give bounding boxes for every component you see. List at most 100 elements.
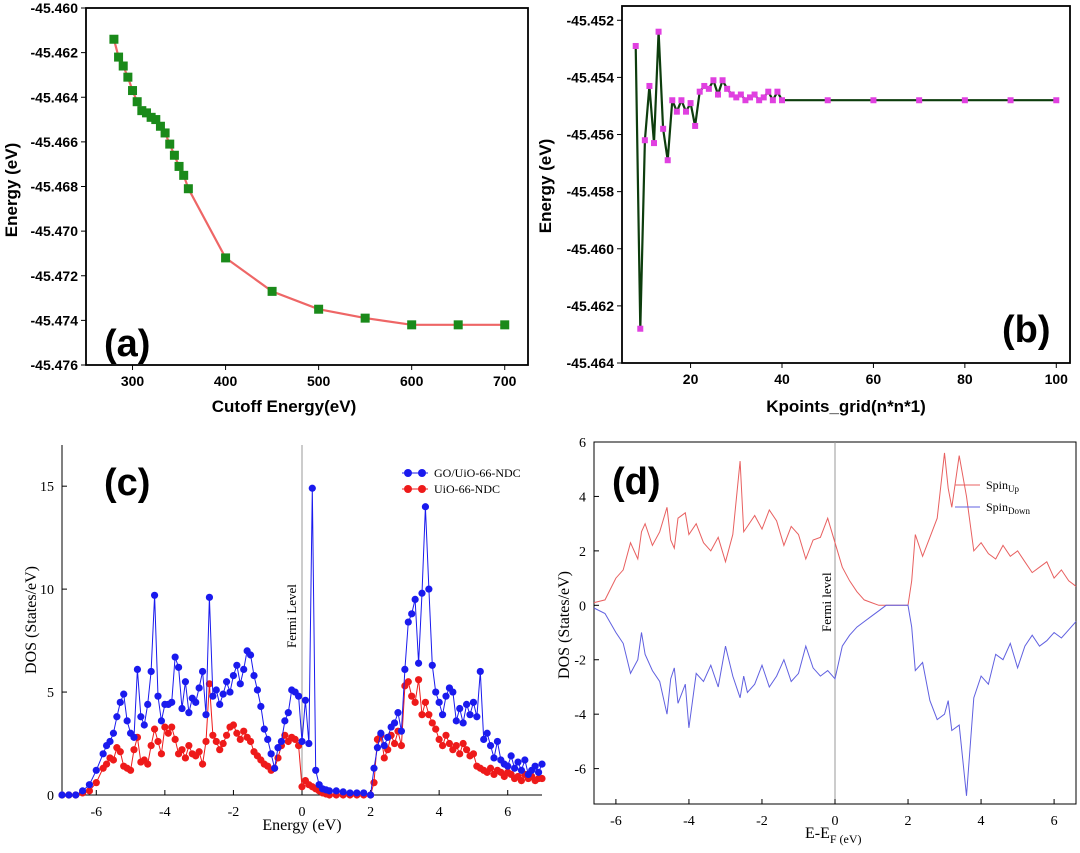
data-point-b [705, 85, 712, 92]
data-point-c-1 [459, 739, 467, 748]
data-point-b [719, 77, 726, 84]
data-point-c-0 [85, 781, 94, 789]
series-line-d-1 [593, 604, 1077, 796]
data-point-a [155, 121, 165, 131]
data-point-c-1 [109, 756, 118, 764]
data-point-c-1 [404, 678, 412, 686]
data-point-c-1 [116, 748, 124, 756]
data-point-c-1 [442, 731, 450, 739]
data-point-c-0 [298, 737, 306, 746]
x-tick-label-a: 500 [307, 373, 331, 389]
legend-label-d-0-main: Spin [986, 478, 1008, 492]
data-point-c-1 [452, 741, 460, 750]
data-point-c-0 [270, 764, 279, 772]
data-point-a [141, 108, 151, 118]
y-tick-label-b: -45.460 [567, 241, 615, 257]
data-point-c-0 [459, 719, 467, 727]
data-point-c-0 [476, 667, 484, 676]
data-point-a [500, 320, 510, 330]
data-point-b [742, 97, 749, 104]
data-point-c-1 [126, 766, 135, 774]
legend-label-d-1-sub: Down [1008, 506, 1030, 516]
data-point-b [733, 94, 740, 101]
data-point-c-0 [486, 741, 495, 750]
x-tick-label-a: 700 [493, 373, 517, 389]
x-tick-label-b: 60 [866, 371, 882, 387]
data-point-c-0 [219, 690, 227, 698]
y-tick-label-a: -45.474 [31, 312, 79, 328]
data-point-c-1 [236, 735, 244, 744]
y-axis-label-c: DOS (States/eV) [23, 566, 40, 674]
data-point-c-1 [411, 698, 419, 706]
data-point-c-1 [147, 741, 155, 750]
data-point-c-1 [209, 731, 217, 739]
data-point-c-1 [538, 774, 546, 783]
y-tick-label-d: -2 [574, 654, 586, 669]
data-point-c-0 [250, 671, 258, 680]
data-point-c-0 [195, 684, 203, 692]
data-point-c-0 [106, 737, 114, 746]
data-point-c-1 [456, 750, 464, 758]
x-tick-label-d: 2 [905, 814, 912, 829]
data-point-a [314, 304, 324, 314]
data-point-c-1 [233, 729, 241, 737]
data-point-b [961, 97, 968, 104]
data-point-c-0 [308, 484, 316, 492]
data-point-b [646, 82, 653, 89]
panel-label-a: (a) [104, 323, 150, 365]
legend-label-d-1-main: Spin [986, 500, 1008, 514]
data-point-a [137, 106, 147, 116]
data-point-c-1 [219, 739, 227, 748]
data-point-c-0 [411, 595, 419, 604]
data-point-c-1 [414, 676, 423, 684]
data-point-c-0 [490, 754, 498, 762]
data-point-c-1 [161, 723, 169, 731]
data-point-c-0 [178, 704, 186, 713]
data-point-c-0 [534, 768, 543, 776]
data-point-c-1 [216, 746, 224, 754]
legend-marker-c-0 [404, 469, 412, 477]
panel-c: Fermi Level 0 5 10 15 -6 -4 -2 0 2 4 6 GO/UiO-66-… [23, 445, 546, 834]
x-axis-label-c: Energy (eV) [262, 817, 341, 834]
data-point-a [169, 150, 179, 160]
y-tick-label-b: -45.462 [567, 298, 615, 314]
data-point-b [655, 28, 662, 35]
panel-d: Fermi level 6 4 2 0 -2 -4 -6 -6 -4 -2 0 2 4 6 SpinUp… [556, 436, 1077, 846]
legend-label-c-0: GO/UiO-66-NDC [434, 466, 521, 480]
x-tick-label-b: 80 [957, 371, 973, 387]
data-point-c-1 [212, 737, 220, 746]
y-tick-label-b: -45.456 [567, 127, 615, 143]
data-point-c-1 [168, 723, 176, 731]
data-point-c-0 [466, 711, 474, 719]
data-point-b [715, 91, 721, 98]
data-point-c-0 [432, 688, 440, 696]
data-point-c-0 [510, 764, 519, 772]
data-point-c-1 [102, 760, 111, 768]
data-point-b [724, 85, 731, 92]
data-point-c-1 [432, 725, 440, 733]
x-tick-label-c: 2 [367, 805, 374, 820]
data-point-c-0 [120, 690, 128, 698]
data-point-b [660, 125, 667, 132]
data-point-c-1 [144, 760, 152, 768]
data-point-c-1 [181, 754, 190, 762]
y-tick-label-a: -45.468 [31, 179, 79, 195]
data-point-c-0 [294, 692, 303, 700]
y-tick-label-d: 0 [579, 599, 586, 614]
data-point-c-0 [462, 700, 471, 709]
x-tick-label-a: 300 [121, 373, 145, 389]
data-point-c-0 [397, 727, 406, 735]
x-tick-label-a: 400 [214, 373, 238, 389]
data-point-c-1 [185, 741, 193, 750]
fermi-label-c: Fermi Level [284, 584, 299, 648]
data-point-c-0 [264, 735, 272, 744]
data-point-c-0 [531, 762, 539, 770]
y-tick-label-b: -45.452 [567, 12, 615, 28]
data-point-c-0 [202, 711, 210, 719]
x-tick-label-d: -4 [683, 814, 695, 829]
data-point-c-0 [212, 686, 220, 694]
data-point-b [683, 108, 689, 115]
data-point-c-0 [421, 503, 430, 511]
legend-marker-c-0b [418, 469, 426, 477]
